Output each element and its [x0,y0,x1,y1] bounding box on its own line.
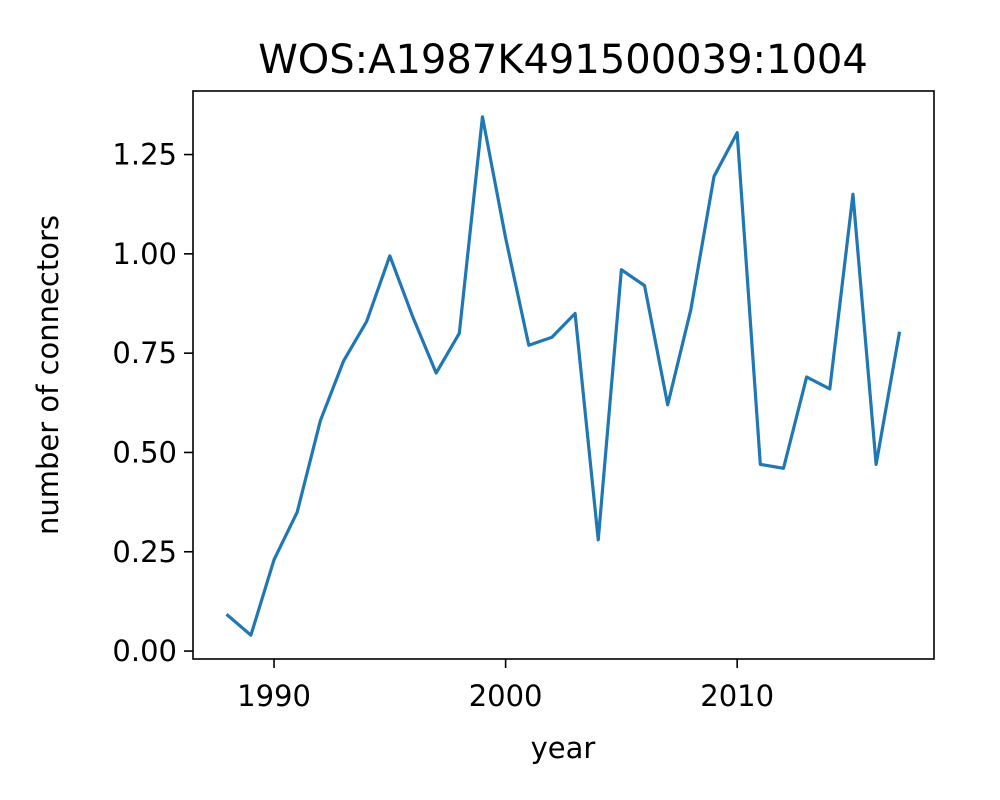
series-layer [225,115,902,637]
x-tick-label: 2010 [700,679,774,713]
y-axis: 0.00 0.25 0.50 0.75 1.00 1.25 [112,138,193,668]
y-tick-label: 0.75 [112,336,177,370]
x-axis: 1990 2000 2010 [237,659,774,713]
x-axis-label: year [531,731,596,765]
y-axis-label: number of connectors [31,215,65,535]
series-line [225,115,902,637]
y-tick-label: 0.00 [112,634,177,668]
x-tick-label: 1990 [237,679,311,713]
plot-frame [192,90,935,660]
x-tick-label: 2000 [469,679,543,713]
y-tick-label: 1.00 [112,237,177,271]
y-tick-label: 1.25 [112,138,177,172]
chart-title: WOS:A1987K491500039:1004 [258,37,868,83]
y-tick-label: 0.50 [112,435,177,469]
y-tick-label: 0.25 [112,535,177,569]
